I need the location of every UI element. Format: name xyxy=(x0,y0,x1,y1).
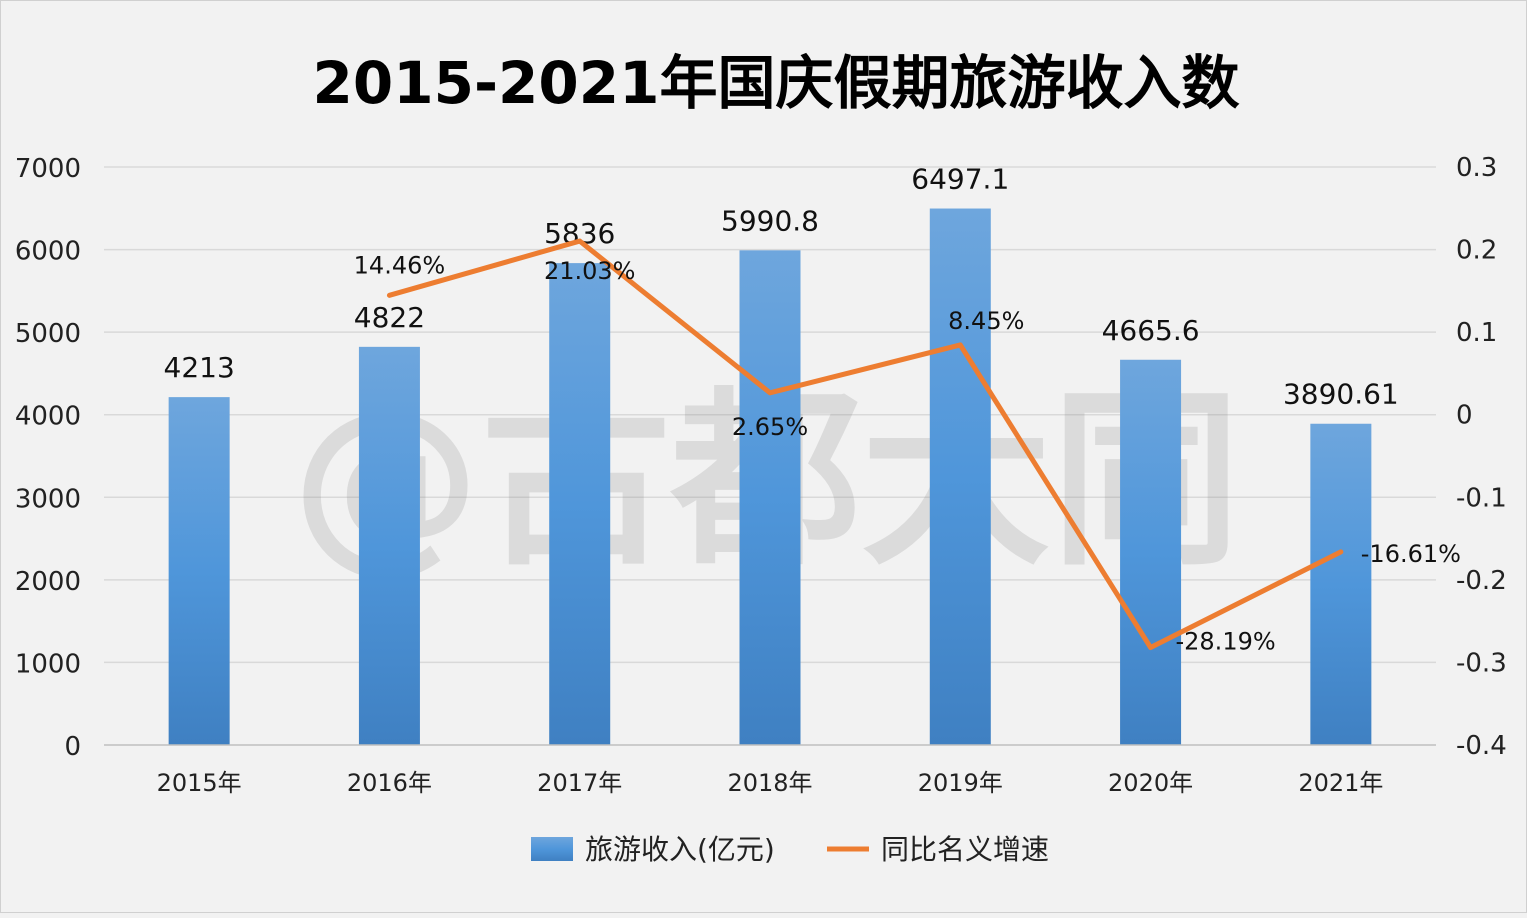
line-series xyxy=(386,238,1344,650)
x-axis: 2015年 2016年 2017年 2018年 2019年 2020年 2021年 xyxy=(157,769,1384,797)
bar-value-label: 4213 xyxy=(164,351,235,384)
bar-value-label: 3890.61 xyxy=(1283,378,1399,411)
line-value-label: -28.19% xyxy=(1175,627,1275,655)
bar-value-label: 5836 xyxy=(544,217,615,250)
y-left-tick-label: 0 xyxy=(64,732,81,762)
x-tick-label: 2015年 xyxy=(157,769,242,797)
bar-value-label: 4665.6 xyxy=(1102,314,1200,347)
y-left-tick-label: 6000 xyxy=(15,237,81,267)
bar xyxy=(168,397,230,745)
bar-value-label: 5990.8 xyxy=(721,204,819,237)
y-right-tick-label: 0.3 xyxy=(1456,153,1497,183)
bar xyxy=(549,263,611,745)
y-left-tick-label: 2000 xyxy=(15,567,81,597)
x-tick-label: 2018年 xyxy=(727,769,812,797)
bar-value-label: 6497.1 xyxy=(911,163,1009,196)
line-labels: 14.46% 21.03% 2.65% 8.45% -28.19% -16.61% xyxy=(354,251,1461,655)
legend-label-line: 同比名义增速 xyxy=(881,833,1049,866)
line-path xyxy=(386,238,1344,650)
x-tick-label: 2019年 xyxy=(918,769,1003,797)
y-right-tick-label: -0.3 xyxy=(1456,648,1507,678)
y-left-tick-label: 7000 xyxy=(15,154,81,184)
y-right-tick-label: 0.1 xyxy=(1456,318,1497,348)
line-value-label: 14.46% xyxy=(354,251,446,279)
y-left-tick-label: 5000 xyxy=(15,319,81,349)
bar-value-label: 4822 xyxy=(354,301,425,334)
chart-title: 2015-2021年国庆假期旅游收入数 xyxy=(313,49,1240,117)
y-right-tick-label: -0.2 xyxy=(1456,566,1507,596)
legend-label-bar: 旅游收入(亿元) xyxy=(585,833,775,866)
right-axis: -0.4 -0.3 -0.2 -0.1 0 0.1 0.2 0.3 xyxy=(1456,153,1507,761)
line-value-label: -16.61% xyxy=(1361,540,1461,568)
line-value-label: 21.03% xyxy=(544,257,636,285)
x-tick-label: 2017年 xyxy=(537,769,622,797)
bar xyxy=(1120,359,1182,745)
y-right-tick-label: -0.4 xyxy=(1456,731,1507,761)
line-value-label: 8.45% xyxy=(948,307,1024,335)
bar-labels: 4213 4822 5836 5990.8 6497.1 4665.6 3890.61 xyxy=(164,163,1399,411)
bar xyxy=(929,208,991,746)
y-right-tick-label: -0.1 xyxy=(1456,483,1507,513)
y-left-tick-label: 1000 xyxy=(15,649,81,679)
y-left-tick-label: 4000 xyxy=(15,402,81,432)
bar-series xyxy=(168,208,1372,746)
legend-swatch-bar xyxy=(531,837,573,861)
legend: 旅游收入(亿元) 同比名义增速 xyxy=(531,833,1049,866)
line-value-label: 2.65% xyxy=(732,413,808,441)
x-tick-label: 2020年 xyxy=(1108,769,1193,797)
y-right-tick-label: 0 xyxy=(1456,401,1473,431)
x-tick-label: 2016年 xyxy=(347,769,432,797)
y-right-tick-label: 0.2 xyxy=(1456,236,1497,266)
bar xyxy=(358,346,420,745)
y-left-tick-label: 3000 xyxy=(15,484,81,514)
left-axis: 0 1000 2000 3000 4000 5000 6000 7000 xyxy=(15,154,81,762)
x-tick-label: 2021年 xyxy=(1298,769,1383,797)
bar xyxy=(739,250,801,745)
bar xyxy=(1310,423,1372,745)
